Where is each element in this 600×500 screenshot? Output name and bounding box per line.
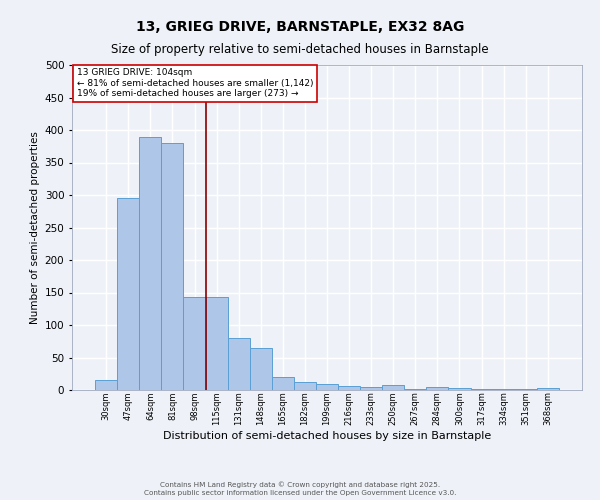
Bar: [382, 386, 404, 390]
Bar: [338, 386, 360, 390]
Bar: [227, 338, 250, 390]
Y-axis label: Number of semi-detached properties: Number of semi-detached properties: [31, 131, 40, 324]
Bar: [250, 348, 272, 390]
Bar: [139, 136, 161, 390]
Bar: [95, 380, 117, 390]
Bar: [161, 143, 184, 390]
Text: Contains HM Land Registry data © Crown copyright and database right 2025.: Contains HM Land Registry data © Crown c…: [160, 481, 440, 488]
Bar: [316, 384, 338, 390]
Bar: [272, 377, 294, 390]
Bar: [537, 388, 559, 390]
Text: Contains public sector information licensed under the Open Government Licence v3: Contains public sector information licen…: [144, 490, 456, 496]
Text: 13 GRIEG DRIVE: 104sqm
← 81% of semi-detached houses are smaller (1,142)
19% of : 13 GRIEG DRIVE: 104sqm ← 81% of semi-det…: [77, 68, 314, 98]
Text: 13, GRIEG DRIVE, BARNSTAPLE, EX32 8AG: 13, GRIEG DRIVE, BARNSTAPLE, EX32 8AG: [136, 20, 464, 34]
Bar: [184, 297, 206, 390]
Bar: [448, 388, 470, 390]
Bar: [206, 297, 227, 390]
Bar: [427, 387, 448, 390]
Bar: [117, 198, 139, 390]
Bar: [294, 382, 316, 390]
Text: Size of property relative to semi-detached houses in Barnstaple: Size of property relative to semi-detach…: [111, 42, 489, 56]
X-axis label: Distribution of semi-detached houses by size in Barnstaple: Distribution of semi-detached houses by …: [163, 431, 491, 441]
Bar: [360, 387, 382, 390]
